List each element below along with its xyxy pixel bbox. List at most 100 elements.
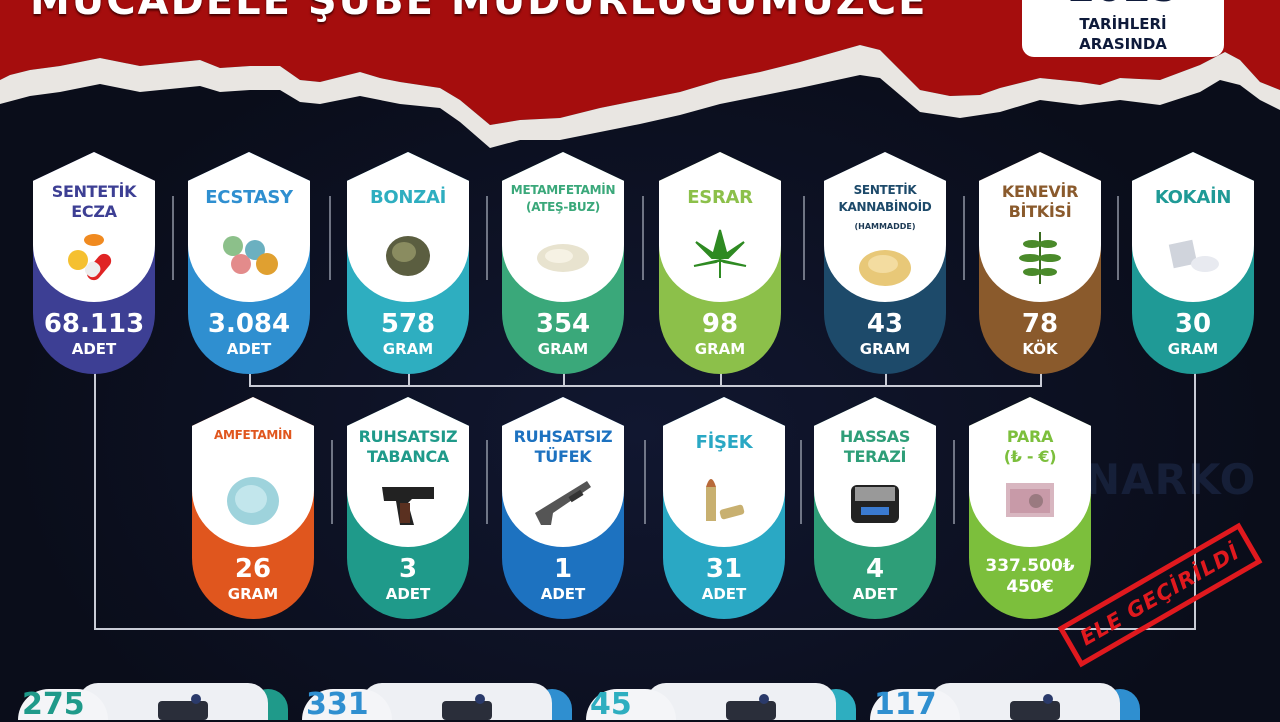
date-label-line2: ARASINDA [1079,35,1167,53]
card-title: SENTETİK ECZA [51,182,137,221]
card-title: SENTETİK KANNABİNOİD [838,183,932,214]
seizure-card: FİŞEK 31 ADET [663,397,785,619]
card-unit: ADET [71,340,117,358]
separator [171,196,174,280]
separator [1116,196,1119,280]
card-title: RUHSATSIZ TÜFEK [513,427,613,466]
card-subtitle: (HAMMADDE) [854,222,916,231]
connector-line [94,628,1196,630]
card-title: RUHSATSIZ TABANCA [358,427,458,466]
card-title: ESRAR [687,187,753,208]
card-value: 4 [865,554,885,584]
card-value: 98 [701,309,739,339]
amphetamine-powder-icon [227,477,279,525]
card-unit: GRAM [1167,340,1219,358]
card-title: KENEVİR BİTKİSİ [1001,182,1079,221]
connector-line [885,372,887,386]
separator [962,196,965,280]
card-unit: ADET [226,340,272,358]
connector-line [1194,372,1196,629]
summary-card: 331 [302,683,574,720]
powder-pile-icon [859,250,911,286]
summary-value: 331 [306,687,369,722]
seizure-card: RUHSATSIZ TÜFEK 1 ADET [502,397,624,619]
card-value: 337.500₺ [985,556,1075,576]
card-unit: ADET [385,585,431,603]
card-unit: KÖK [1022,340,1058,358]
seizure-card: KENEVİR BİTKİSİ 78 KÖK [979,152,1101,374]
shotgun-icon [535,481,591,525]
card-unit: ADET [852,585,898,603]
summary-card: 117 [870,683,1142,720]
card-value: 68.113 [43,309,145,339]
detention-icon [726,694,776,720]
date-year: 2025 [1022,0,1224,8]
ecstasy-pills-icon [223,236,278,275]
seizure-card: ECSTASY 3.084 ADET [188,152,310,374]
card-value: 78 [1021,309,1059,339]
card-value: 43 [866,309,904,339]
card-title: ECSTASY [205,187,293,208]
pistol-icon [382,487,434,525]
card-unit: GRAM [694,340,746,358]
date-range-box: 2025 TARİHLERİ ARASINDA [1022,0,1224,57]
bullets-icon [706,479,745,521]
card-title: FİŞEK [695,432,753,453]
summary-value: 275 [22,687,85,722]
police-car-icon [158,694,208,720]
cocaine-bag-icon [1168,239,1219,272]
card-unit: GRAM [227,585,279,603]
card-value: 31 [705,554,743,584]
separator [643,440,646,524]
separator [485,196,488,280]
separator [802,196,805,280]
separator [641,196,644,280]
seizure-card: HASSAS TERAZİ 4 ADET [814,397,936,619]
card-top [188,152,310,302]
card-title: KOKAİN [1154,187,1232,208]
arrest-icon [442,694,492,720]
card-title: BONZAİ [370,187,446,208]
card-top [502,397,624,547]
connector-line [563,372,565,386]
card-unit: GRAM [382,340,434,358]
card-top [502,152,624,302]
summary-value: 45 [590,687,632,722]
card-top [1132,152,1254,302]
card-title: HASSAS TERAZİ [839,427,911,466]
card-unit: 450€ [1006,577,1054,597]
scale-icon [851,485,899,523]
card-unit: GRAM [859,340,911,358]
cannabis-leaf-icon [693,229,747,278]
card-value: 26 [234,554,272,584]
separator [799,440,802,524]
separator [328,196,331,280]
card-value: 30 [1174,309,1212,339]
building-raid-icon [1010,694,1060,720]
seizure-card: BONZAİ 578 GRAM [347,152,469,374]
seizure-card: AMFETAMİN 26 GRAM [192,397,314,619]
summary-value: 117 [874,687,937,722]
bonzai-herb-icon [386,236,430,276]
date-label-line1: TARİHLERİ [1079,15,1167,33]
page-title: MÜCADELE ŞUBE MÜDÜRLÜĞÜMÜZCE [30,0,928,24]
summary-card: 275 [18,683,290,720]
hemp-plant-icon [1019,232,1061,284]
card-title: METAMFETAMİN (ATEŞ-BUZ) [510,183,616,214]
connector-line [1040,372,1042,386]
card-value: 1 [553,554,573,584]
card-title: AMFETAMİN [214,428,292,442]
connector-line [720,372,722,386]
card-value: 354 [535,309,591,339]
card-value: 578 [380,309,436,339]
seizure-card: KOKAİN 30 GRAM [1132,152,1254,374]
crystal-icon [537,244,589,272]
seizure-card: SENTETİK KANNABİNOİD (HAMMADDE) 43 GRAM [824,152,946,374]
torn-paper-header [0,0,1280,148]
seizure-card: SENTETİK ECZA 68.113 ADET [33,152,155,374]
card-unit: ADET [701,585,747,603]
card-top [347,152,469,302]
connector-line [249,385,1042,387]
card-top [969,397,1091,547]
card-value: 3 [398,554,418,584]
